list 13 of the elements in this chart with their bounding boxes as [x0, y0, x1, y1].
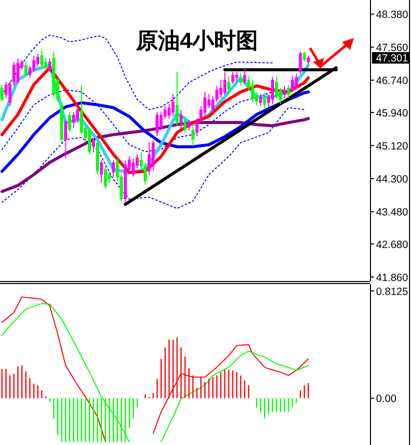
y-tick-label: 46.740 — [376, 75, 408, 88]
y-tick-label: 0.00 — [376, 393, 397, 406]
y-tick-label: 42.680 — [376, 238, 408, 251]
y-tick-label: 41.860 — [376, 272, 408, 284]
y-tick-label: 44.300 — [376, 174, 408, 186]
text: 原油4小时图 — [134, 28, 258, 53]
y-tick-label: 0.8125 — [376, 286, 408, 298]
annotation: 47.301 — [376, 52, 408, 65]
y-tick-label: 45.120 — [376, 140, 408, 153]
y-tick-label: 48.380 — [376, 9, 408, 22]
y-tick-label: 47.560 — [376, 42, 408, 54]
y-tick-label: 43.480 — [376, 206, 408, 219]
y-tick-label: 45.940 — [376, 107, 408, 120]
